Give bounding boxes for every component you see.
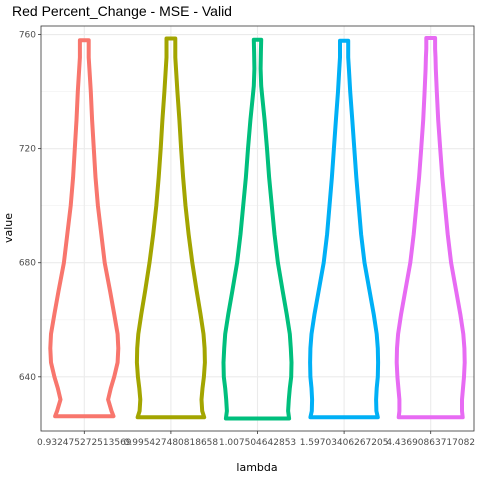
violin-shape [134, 36, 207, 420]
violin-shape [308, 38, 381, 420]
violin-layer [48, 36, 467, 421]
x-tick-label: 0.995427480818658 [124, 438, 219, 448]
x-tick-label: 1.007504642853 [219, 438, 296, 448]
y-tick-label: 760 [19, 31, 36, 41]
x-tick-label: 1.59703406267205 [300, 438, 389, 448]
x-tick-label: 4.43690863717082 [386, 438, 475, 448]
y-tick-label: 640 [19, 373, 36, 383]
chart-title: Red Percent_Change - MSE - Valid [12, 3, 232, 19]
y-tick-label: 720 [19, 145, 36, 155]
y-tick-label: 680 [19, 259, 36, 269]
axis-ticks: 640 680 720 760 0.9324752725135690.995427480… [19, 31, 475, 448]
violin-shape [221, 37, 294, 421]
violin-shape [394, 36, 467, 420]
grid [41, 26, 474, 431]
x-axis-title: lambda [236, 461, 277, 474]
violin-shape [48, 38, 121, 419]
x-tick-label: 0.932475272513569 [37, 438, 132, 448]
y-axis-title: value [2, 213, 15, 243]
